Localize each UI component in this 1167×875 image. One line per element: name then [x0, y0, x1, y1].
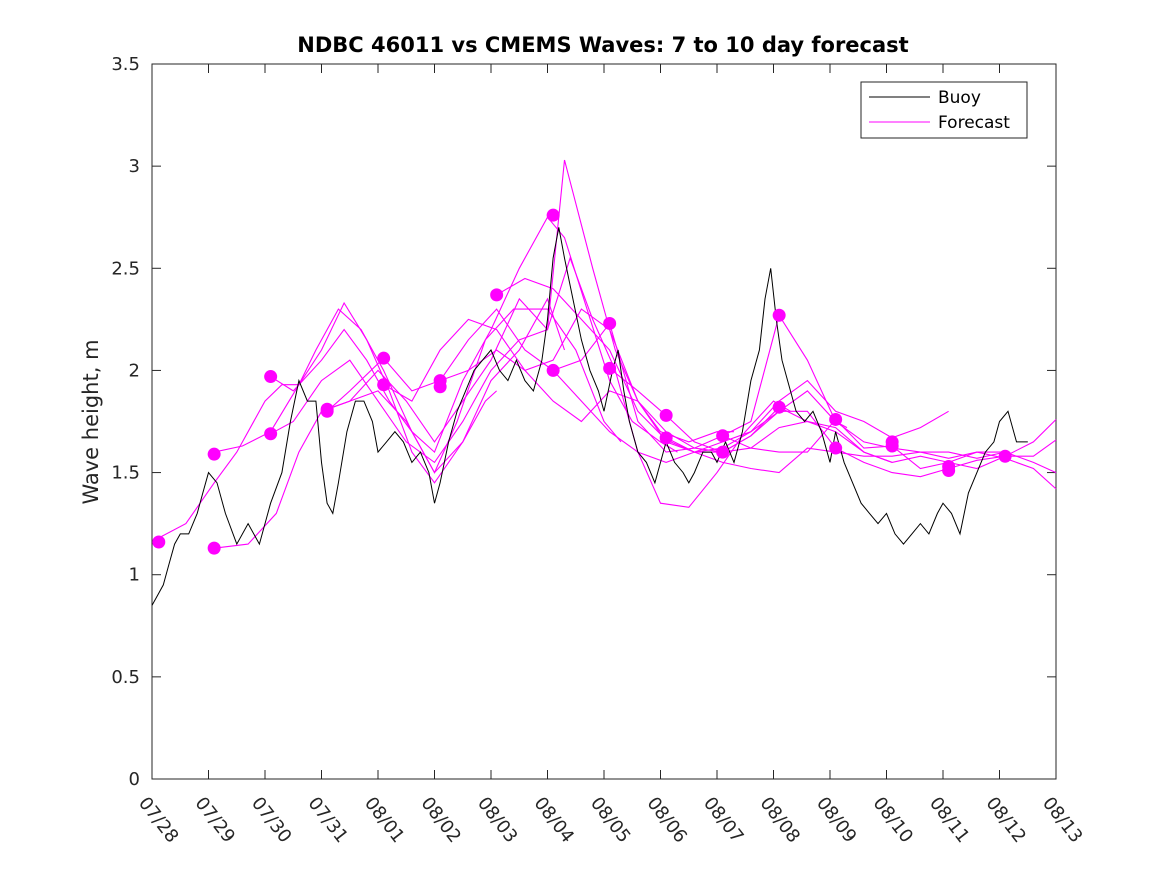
x-tick-label: 08/04 [530, 793, 578, 847]
y-tick-label: 2 [129, 360, 140, 381]
forecast-marker [772, 308, 786, 322]
forecast-marker [716, 429, 730, 443]
forecast-marker [659, 431, 673, 445]
forecast-marker [716, 445, 730, 459]
forecast-line [270, 159, 734, 464]
forecast-marker [264, 370, 278, 384]
x-tick-label: 08/01 [360, 793, 408, 847]
forecast-line [214, 297, 566, 484]
y-tick-label: 1.5 [111, 463, 140, 484]
forecast-marker [885, 439, 899, 453]
legend-buoy-label: Buoy [938, 88, 981, 108]
forecast-marker [207, 447, 221, 461]
x-tick-label: 08/11 [925, 793, 973, 847]
y-tick-label: 2.5 [111, 258, 140, 279]
forecast-line [439, 308, 949, 453]
x-tick-label: 08/03 [473, 793, 521, 847]
legend-forecast-label: Forecast [938, 113, 1010, 133]
forecast-marker [152, 535, 166, 549]
x-tick-label: 08/08 [756, 793, 804, 847]
forecast-line [665, 410, 1057, 478]
forecast-marker [998, 449, 1012, 463]
chart-title: NDBC 46011 vs CMEMS Waves: 7 to 10 day f… [297, 33, 908, 57]
forecast-marker [829, 441, 843, 455]
forecast-marker [546, 208, 560, 222]
forecast-marker [772, 400, 786, 414]
x-tick-label: 08/13 [1038, 793, 1086, 847]
forecast-line [214, 308, 622, 549]
forecast-marker [320, 404, 334, 418]
x-tick-label: 08/10 [869, 793, 917, 847]
x-tick-label: 08/09 [812, 793, 860, 847]
forecast-line [270, 216, 678, 454]
forecast-marker [490, 288, 504, 302]
buoy-line [151, 227, 1028, 606]
forecast-marker [603, 361, 617, 375]
y-tick-label: 1 [129, 565, 140, 586]
y-axis-label: Wave height, m [79, 339, 103, 504]
forecast-marker [546, 363, 560, 377]
forecast-marker [659, 408, 673, 422]
y-tick-label: 3.5 [111, 54, 140, 75]
forecast-marker [264, 427, 278, 441]
y-tick-label: 0 [129, 769, 140, 790]
x-tick-label: 07/30 [247, 793, 295, 847]
forecast-line [552, 313, 1057, 474]
plot-area: 07/28 07/29 07/30 07/31 08/01 08/02 08/03 08/04… [111, 54, 1086, 847]
forecast-line [326, 256, 791, 508]
forecast-marker [433, 380, 447, 394]
x-tick-label: 08/12 [982, 793, 1030, 847]
x-tick-label: 08/05 [586, 793, 634, 847]
forecast-line [496, 277, 1006, 474]
forecast-marker [942, 464, 956, 478]
forecast-marker [603, 316, 617, 330]
x-tick-label: 07/31 [304, 793, 352, 847]
forecast-line [154, 308, 497, 541]
legend-box [860, 81, 1028, 139]
y-tick-label: 0.5 [111, 667, 140, 688]
forecast-marker [207, 541, 221, 555]
forecast-marker [377, 378, 391, 392]
forecast-marker [377, 351, 391, 365]
x-tick-label: 08/06 [643, 793, 691, 847]
forecast-marker [829, 412, 843, 426]
x-tick-label: 07/29 [191, 793, 239, 847]
x-tick-label: 08/07 [699, 793, 747, 847]
x-tick-label: 07/28 [134, 793, 182, 847]
legend: Buoy Forecast [860, 81, 1028, 139]
y-tick-label: 3 [129, 156, 140, 177]
x-tick-label: 08/02 [417, 793, 465, 847]
